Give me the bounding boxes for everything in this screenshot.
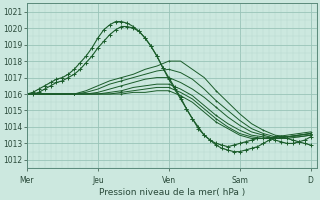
X-axis label: Pression niveau de la mer( hPa ): Pression niveau de la mer( hPa ) xyxy=(99,188,245,197)
